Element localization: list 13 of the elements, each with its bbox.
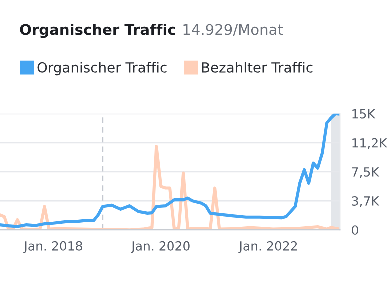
y-tick-label: 11,2K: [352, 138, 388, 150]
x-tick-label: Jan. 2022: [238, 241, 298, 254]
x-tick-label: Jan. 2020: [131, 241, 190, 254]
chart-subtitle: 14.929/Monat: [184, 24, 284, 36]
y-tick-label: 7,5K: [352, 168, 380, 178]
line-series: [0, 114, 340, 228]
y-tick-label: 3,7K: [352, 196, 380, 208]
x-tick-label: Jan. 2018: [24, 241, 82, 254]
legend-label: Organischer Traffic: [38, 62, 167, 76]
chart-title: Organischer Traffic: [20, 24, 176, 38]
y-tick-label: 15K: [352, 110, 376, 119]
legend-label: Bezahlter Traffic: [202, 62, 313, 73]
y-tick-label: 0: [352, 226, 358, 236]
